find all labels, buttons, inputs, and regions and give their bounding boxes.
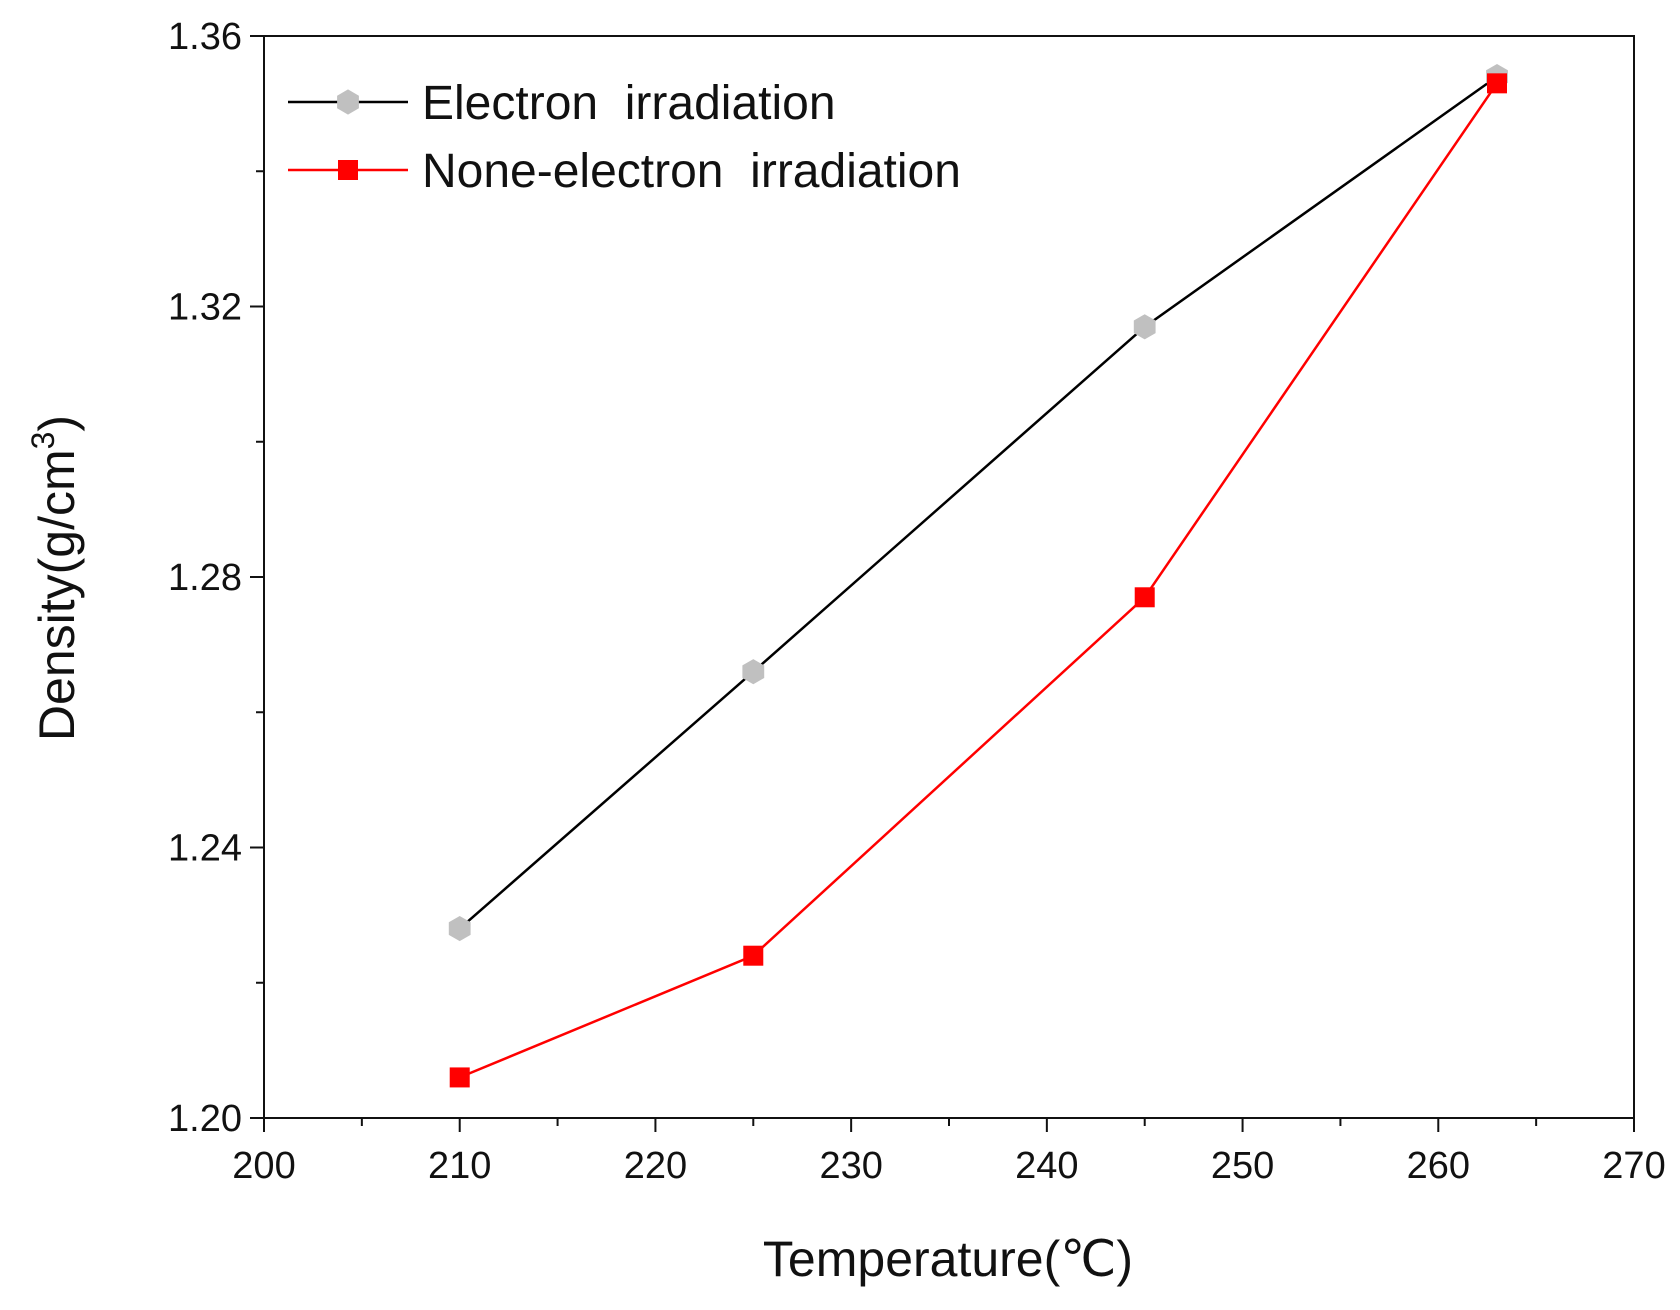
plot-frame [263, 35, 1635, 1119]
y-axis-title: Density(g/cm3) [25, 415, 85, 741]
series-2-point [743, 945, 764, 966]
x-axis-title: Temperature(℃) [763, 1231, 1133, 1287]
series-line-1 [458, 75, 1498, 930]
legend-marker-1 [337, 89, 359, 115]
x-tick-label: 270 [1602, 1145, 1665, 1187]
plot-layer [448, 64, 1508, 1088]
y-tick-label: 1.24 [168, 828, 242, 870]
legend-label-2: None-electron irradiation [422, 145, 961, 198]
y-axis-title-close: ) [29, 415, 85, 432]
x-tick-label: 250 [1211, 1145, 1274, 1187]
x-tick-label: 210 [428, 1145, 491, 1187]
series-1-point [1133, 314, 1156, 340]
y-tick-label: 1.20 [168, 1098, 242, 1140]
legend-marker-2 [338, 160, 358, 180]
series-1-point [742, 659, 765, 685]
y-tick-label: 1.36 [168, 16, 242, 58]
x-tick-label: 240 [1015, 1145, 1078, 1187]
legend-label-1: Electron irradiation [422, 77, 836, 130]
y-axis-title-superscript: 3 [25, 432, 61, 450]
y-tick-label: 1.32 [168, 287, 242, 329]
legend: Electron irradiation None-electron irradi… [288, 77, 961, 198]
x-tick-label: 200 [232, 1145, 295, 1187]
x-tick-label: 230 [819, 1145, 882, 1187]
series-1-point [448, 916, 471, 942]
x-tick-label: 220 [624, 1145, 687, 1187]
series-2-point [1134, 587, 1155, 608]
y-axis-title-main: Density(g/cm [29, 449, 85, 741]
series-2-point [1487, 73, 1507, 94]
x-tick-label: 260 [1407, 1145, 1470, 1187]
series-line-2 [459, 82, 1499, 1079]
axes-layer: 200 210 220 230 240 250 260 270 1.20 1.24 1.28 1.32… [168, 16, 1666, 1187]
y-tick-label: 1.28 [168, 557, 242, 599]
series-2-point [449, 1067, 470, 1088]
